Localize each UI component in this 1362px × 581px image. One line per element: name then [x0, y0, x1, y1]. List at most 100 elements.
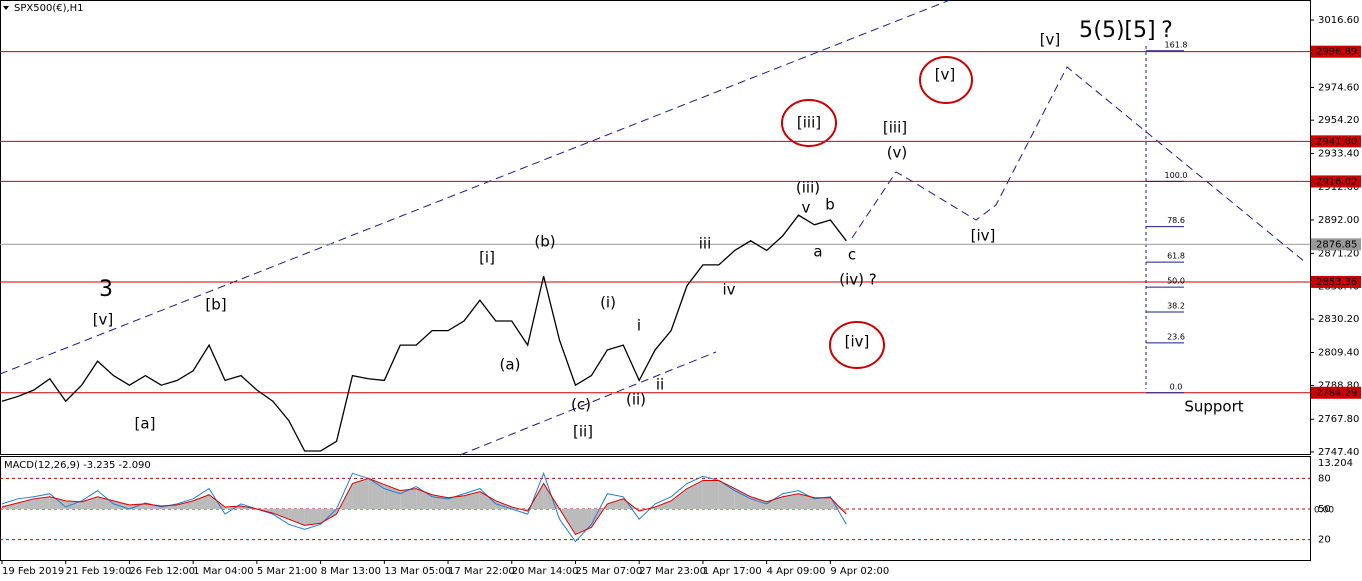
- level-label: 2784.29: [1316, 388, 1357, 399]
- wave-label: [i]: [479, 249, 495, 267]
- indicator-area: [400, 488, 417, 510]
- wave-label: v: [802, 199, 811, 217]
- indicator-line: [1, 477, 847, 536]
- indicator-area: [814, 497, 831, 510]
- indicator-area: [671, 488, 687, 510]
- fib-label: 161.8: [1165, 40, 1188, 49]
- wave-label: [v]: [93, 311, 114, 329]
- wave-label: [iv]: [971, 227, 996, 245]
- indicator-area: [766, 496, 783, 510]
- x-tick-label: 5 Mar 21:00: [257, 566, 317, 577]
- indicator-area: [448, 495, 464, 510]
- indicator-area: [17, 498, 34, 510]
- x-tick-label: 26 Feb 12:00: [129, 566, 195, 577]
- indicator-area: [734, 488, 751, 510]
- level-box: [1311, 135, 1361, 148]
- indicator-title: MACD(12,26,9) -3.235 -2.090: [4, 460, 151, 471]
- indicator-area: [352, 478, 369, 510]
- x-tick-label: 4 Apr 09:00: [767, 566, 826, 577]
- y-tick-label: 2788.80: [1318, 381, 1359, 392]
- circle: [781, 99, 837, 147]
- projection: [851, 66, 1306, 263]
- y-tick-label: 2871.20: [1318, 248, 1359, 259]
- fib-label: 0.0: [1170, 382, 1183, 391]
- wave-label: i: [637, 317, 641, 335]
- x-tick-label: 8 Mar 13:00: [321, 566, 381, 577]
- y-tick-label: 2809.40: [1318, 347, 1359, 358]
- level-box: [1311, 175, 1361, 188]
- wave-label: [v]: [935, 66, 956, 84]
- wave-label: (5): [1093, 18, 1124, 43]
- level-label: 2876.85: [1316, 239, 1357, 250]
- indicator-top-label: 13.204: [1318, 458, 1353, 469]
- wave-label: iii: [699, 235, 712, 253]
- x-tick-label: 17 Mar 22:00: [448, 566, 515, 577]
- indicator-tick-label: 80: [1318, 473, 1331, 484]
- x-tick-label: 1 Apr 17:00: [703, 566, 762, 577]
- wave-label: a: [813, 243, 822, 261]
- price-line: [1, 214, 847, 452]
- indicator-area: [145, 503, 162, 510]
- y-tick-label: 2933.40: [1318, 149, 1359, 160]
- wave-label: (a): [500, 356, 521, 374]
- x-tick-label: 1 Mar 04:00: [193, 566, 253, 577]
- wave-label: c: [848, 246, 856, 264]
- fib-label: 100.0: [1165, 171, 1188, 180]
- circles: [781, 56, 973, 369]
- x-tick-label: 21 Feb 19:00: [66, 566, 132, 577]
- wave-label: [5]: [1124, 18, 1155, 43]
- level-box: [1311, 386, 1361, 399]
- indicator-area: [384, 484, 401, 510]
- wave-label: (c): [571, 396, 591, 414]
- indicator-area: [33, 496, 50, 510]
- indicator-area: [686, 480, 703, 510]
- wave-label: 5: [1079, 18, 1093, 43]
- wave-label: (iv) ?: [839, 271, 876, 289]
- x-tick-label: 25 Mar 07:00: [575, 566, 642, 577]
- indicator-area: [702, 480, 719, 510]
- indicator-tick-label: 50: [1318, 504, 1331, 515]
- wave-label: b: [825, 196, 835, 214]
- wave-label: 3: [99, 277, 113, 302]
- main-frame: [0, 0, 1311, 455]
- wave-label: iv: [722, 281, 735, 299]
- level-box: [1311, 45, 1361, 58]
- circle: [919, 56, 973, 104]
- wave-label: Support: [1184, 398, 1243, 416]
- x-tick-label: 13 Mar 05:00: [384, 566, 451, 577]
- x-tick-label: 27 Mar 23:00: [639, 566, 706, 577]
- channel-upper: [0, 0, 951, 375]
- indicator-area: [479, 491, 496, 510]
- indicator-area: [113, 500, 130, 510]
- fib-label: 78.6: [1167, 216, 1185, 225]
- y-tick-label: 2767.80: [1318, 414, 1359, 425]
- level-label: 2996.89: [1316, 47, 1357, 58]
- level-label: 2941.00: [1316, 136, 1357, 147]
- indicator-area: [193, 494, 210, 510]
- indicator-tick-label: 20: [1318, 535, 1331, 546]
- y-tick-label: 2747.40: [1318, 447, 1359, 458]
- wave-label: ?: [1161, 18, 1173, 43]
- wave-label: [iv]: [845, 333, 870, 351]
- x-tick-label: 9 Apr 02:00: [830, 566, 889, 577]
- indicator-area: [798, 493, 815, 510]
- channel-lower: [459, 351, 717, 456]
- indicator-area: [81, 496, 98, 510]
- wave-label: [iii]: [883, 119, 907, 137]
- x-tick-label: 19 Feb 2019: [2, 566, 64, 577]
- channel-lines: [0, 0, 951, 456]
- y-tick-label: 2830.20: [1318, 314, 1359, 325]
- indicator-area: [49, 496, 66, 510]
- wave-label: [a]: [135, 415, 156, 433]
- indicator-zero-label: 0.00: [1314, 506, 1334, 516]
- wave-label: (ii): [626, 391, 646, 409]
- y-tick-label: 2954.20: [1318, 115, 1359, 126]
- indicator-area: [304, 509, 321, 526]
- wave-label: (iii): [796, 179, 820, 197]
- level-box: [1311, 238, 1361, 251]
- indicator-area: [272, 509, 289, 520]
- y-tick-label: 3016.60: [1318, 15, 1359, 26]
- wave-label: ii: [656, 376, 664, 394]
- level-label: 2853.36: [1316, 277, 1357, 288]
